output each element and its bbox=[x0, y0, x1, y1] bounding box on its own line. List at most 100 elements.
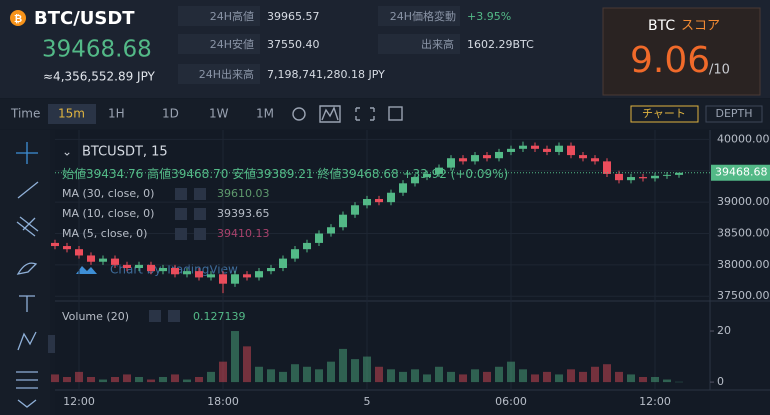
volume-tick-label: 20 bbox=[717, 324, 731, 337]
brush-tool[interactable] bbox=[16, 262, 38, 275]
candle-body bbox=[495, 151, 503, 159]
volume-bar bbox=[591, 366, 599, 383]
indicator-value: 39393.65 bbox=[217, 207, 270, 220]
candle-body bbox=[507, 148, 515, 152]
high-label: 高値 bbox=[147, 166, 171, 181]
fullscreen-icon[interactable] bbox=[355, 107, 375, 121]
volume-remove[interactable] bbox=[168, 310, 180, 322]
interval-button[interactable]: 1D bbox=[162, 107, 179, 121]
volume-bar bbox=[387, 369, 395, 383]
candle-body bbox=[75, 249, 83, 256]
volume-bar bbox=[183, 379, 191, 383]
candle-body bbox=[195, 271, 203, 278]
interval-button[interactable]: 15m bbox=[58, 107, 85, 121]
candle-body bbox=[363, 199, 371, 206]
indicator-name: MA (30, close, 0) bbox=[62, 187, 154, 200]
stat-label: 出来高 bbox=[421, 37, 454, 51]
save-icon[interactable] bbox=[388, 106, 403, 121]
indicator-remove[interactable] bbox=[194, 188, 206, 200]
pattern-tool[interactable] bbox=[17, 331, 37, 351]
indicator-icon[interactable] bbox=[319, 105, 341, 123]
volume-bar bbox=[519, 369, 527, 383]
volume-bar bbox=[339, 348, 347, 383]
candle-body bbox=[159, 268, 167, 272]
interval-button[interactable]: 1H bbox=[108, 107, 125, 121]
candle-body bbox=[651, 175, 659, 179]
volume-settings[interactable] bbox=[149, 310, 161, 322]
score-max: /10 bbox=[709, 63, 730, 78]
volume-bar bbox=[171, 374, 179, 383]
ohlc-line: 始値39434.76 高値39468.70 安値39389.21 終値39468… bbox=[62, 166, 508, 181]
depth-button[interactable]: DEPTH bbox=[715, 107, 752, 120]
indicator-settings[interactable] bbox=[175, 228, 187, 240]
candle-body bbox=[183, 271, 191, 275]
chart-button[interactable]: チャート bbox=[642, 107, 686, 120]
volume-bar bbox=[231, 331, 239, 383]
interval-button[interactable]: 1W bbox=[209, 107, 229, 121]
candle-body bbox=[351, 205, 359, 215]
volume-bar bbox=[315, 369, 323, 383]
x-tick-label: 12:00 bbox=[639, 395, 671, 408]
stat-value: 1602.29BTC bbox=[467, 38, 534, 51]
candle-body bbox=[327, 227, 335, 234]
indicator-value: 39610.03 bbox=[217, 187, 270, 200]
candle-body bbox=[531, 145, 539, 149]
candle-body bbox=[459, 158, 467, 162]
indicator-remove[interactable] bbox=[194, 208, 206, 220]
time-label: Time bbox=[10, 107, 40, 121]
volume-bar bbox=[435, 366, 443, 383]
volume-bar bbox=[123, 374, 131, 383]
volume-bar bbox=[87, 376, 95, 383]
settings-icon[interactable] bbox=[292, 107, 306, 121]
volume-bar bbox=[639, 376, 647, 383]
indicators: MA (30, close, 0) 39610.03 MA (10, close, … bbox=[62, 187, 270, 240]
score-coin: BTC bbox=[648, 18, 675, 34]
candle-body bbox=[639, 177, 647, 179]
volume-bar bbox=[147, 379, 155, 383]
candle-body bbox=[339, 214, 347, 228]
stat-label: 24H安値 bbox=[210, 37, 254, 51]
line-tool[interactable] bbox=[17, 181, 39, 199]
drawing-tools bbox=[16, 142, 39, 408]
y-tick-label: 37500.00 bbox=[717, 289, 770, 302]
interval-button[interactable]: 1M bbox=[256, 107, 274, 121]
crosshair-tool[interactable] bbox=[16, 142, 38, 164]
indicator-settings[interactable] bbox=[175, 188, 187, 200]
stat-value: +3.95% bbox=[467, 10, 511, 23]
chart-button-frame[interactable] bbox=[630, 105, 699, 123]
depth-button-frame[interactable] bbox=[705, 105, 763, 123]
candle-body bbox=[87, 255, 95, 262]
score-value: 9.06 bbox=[630, 40, 710, 81]
volume-bar bbox=[75, 371, 83, 383]
volume-bar bbox=[363, 356, 371, 383]
stat-label: 24H高値 bbox=[210, 9, 254, 23]
last-price-tag bbox=[711, 164, 770, 181]
volume-bar bbox=[663, 379, 671, 383]
panel-toggle[interactable] bbox=[48, 335, 56, 353]
volume-bar bbox=[615, 371, 623, 383]
volume-bar bbox=[399, 371, 407, 383]
candle-body bbox=[291, 249, 299, 259]
stat-box bbox=[378, 34, 460, 54]
collapse-tool[interactable] bbox=[17, 399, 37, 408]
candle-body bbox=[207, 274, 215, 278]
indicator-settings[interactable] bbox=[175, 208, 187, 220]
text-tool[interactable] bbox=[19, 295, 35, 312]
candle-body bbox=[543, 148, 551, 152]
collapse-arrow[interactable]: ⌄ bbox=[62, 145, 72, 159]
candle-body bbox=[51, 242, 59, 247]
y-tick-label: 38500.00 bbox=[717, 227, 770, 240]
high-value: 39468.70 bbox=[171, 167, 228, 181]
volume-bar bbox=[471, 369, 479, 383]
volume-bar bbox=[219, 361, 227, 383]
indicator-remove[interactable] bbox=[194, 228, 206, 240]
x-tick-label: 18:00 bbox=[207, 395, 239, 408]
change-value: +33.92 (+0.09%) bbox=[402, 167, 508, 181]
volume-bar bbox=[495, 366, 503, 383]
volume-bar bbox=[555, 374, 563, 383]
prediction-tool[interactable] bbox=[16, 371, 38, 389]
fib-tool[interactable] bbox=[16, 216, 39, 237]
volume-bar bbox=[51, 374, 59, 383]
candle-body bbox=[663, 174, 671, 176]
volume-bar bbox=[483, 371, 491, 383]
